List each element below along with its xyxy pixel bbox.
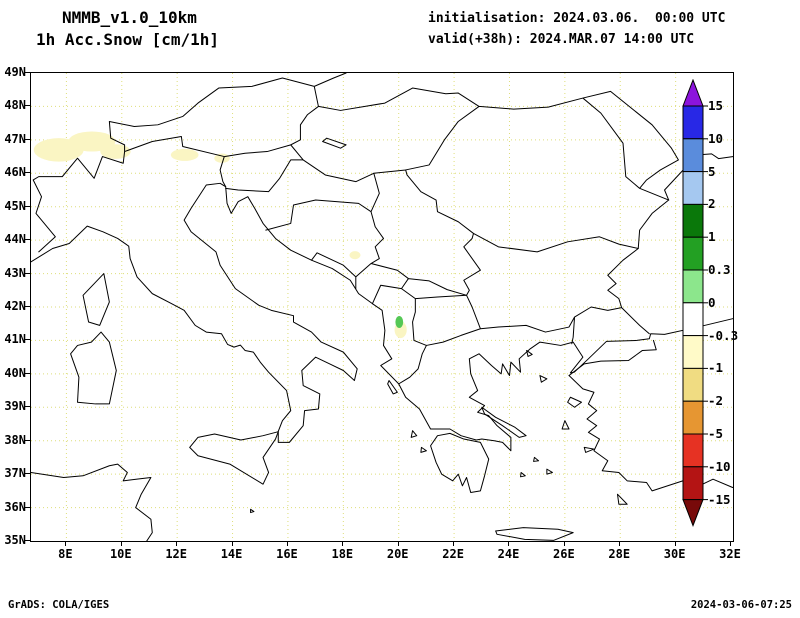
model-title: NMMB_v1.0_10km	[62, 8, 197, 27]
colorbar-label: -1	[708, 360, 724, 376]
lat-tick-mark	[25, 172, 30, 174]
render-timestamp: 2024-03-06-07:25	[690, 599, 792, 611]
lon-tick-mark	[65, 541, 67, 546]
lat-label: 41N	[4, 332, 26, 347]
lon-label: 22E	[442, 547, 464, 561]
lat-tick-mark	[25, 205, 30, 207]
colorbar-label: -10	[708, 458, 731, 474]
lat-tick-mark	[25, 306, 30, 307]
lon-tick-mark	[563, 541, 565, 546]
snow-spot	[395, 316, 404, 329]
colorbar-top-arrow	[682, 79, 704, 107]
colorbar-segment	[682, 138, 704, 173]
lat-tick-mark	[25, 473, 30, 475]
colorbar-label: -15	[708, 491, 731, 507]
colorbar-segment	[682, 433, 704, 468]
lon-label: 14E	[220, 547, 243, 561]
lat-tick-mark	[25, 105, 30, 107]
colorbar-label: -2	[708, 392, 724, 408]
lon-tick-mark	[286, 541, 288, 546]
lon-label: 8E	[58, 547, 73, 561]
lat-label: 44N	[4, 232, 26, 247]
lat-label: 47N	[4, 131, 26, 146]
lat-tick-mark	[25, 272, 30, 274]
lon-tick-mark	[730, 541, 732, 546]
lat-tick-mark	[25, 540, 30, 541]
lon-tick-mark	[176, 541, 178, 546]
colorbar-segment	[682, 335, 704, 369]
colorbar-label: -5	[708, 425, 724, 441]
lat-tick-mark	[25, 506, 30, 508]
colorbar-label: 0.3	[708, 261, 731, 277]
grads-attribution: GrADS: COLA/IGES	[8, 599, 110, 611]
lat-label: 38N	[4, 432, 26, 447]
grid-lines	[31, 73, 733, 541]
colorbar-label: 1	[708, 228, 716, 244]
init-time: initialisation: 2024.03.06. 00:00 UTC	[428, 11, 726, 26]
colorbar-label: 5	[708, 163, 716, 179]
colorbar-label: 15	[708, 97, 724, 113]
lon-label: 20E	[386, 547, 409, 561]
colorbar-segment	[682, 466, 704, 501]
lon-label: 26E	[553, 547, 575, 561]
map-plot	[30, 72, 734, 542]
lon-label: 28E	[608, 547, 631, 561]
lon-label: 12E	[165, 547, 187, 561]
lon-tick-mark	[674, 541, 676, 546]
lat-label: 40N	[4, 365, 26, 380]
snow-accumulation-overlay	[33, 131, 407, 339]
lat-label: 35N	[4, 533, 26, 547]
lon-tick-mark	[342, 541, 344, 546]
lat-label: 45N	[4, 198, 26, 213]
lat-label: 37N	[4, 466, 26, 481]
lon-label: 30E	[663, 547, 686, 561]
lon-tick-mark	[453, 541, 455, 546]
lat-label: 42N	[4, 299, 26, 313]
lat-label: 36N	[4, 499, 26, 514]
lat-tick-mark	[25, 439, 30, 441]
lat-label: 48N	[4, 98, 26, 113]
lon-label: 16E	[276, 547, 298, 561]
lat-tick-mark	[25, 239, 30, 241]
colorbar-segment	[682, 171, 704, 205]
lat-label: 46N	[4, 165, 26, 180]
colorbar-segment	[682, 400, 704, 435]
lon-tick-mark	[120, 541, 122, 546]
lat-tick-mark	[25, 339, 30, 341]
colorbar-scale	[682, 79, 708, 527]
lon-label: 10E	[109, 547, 132, 561]
colorbar-segment	[682, 367, 704, 402]
lon-label: 18E	[331, 547, 354, 561]
colorbar-segment	[682, 236, 704, 271]
colorbar-label: 2	[708, 196, 716, 212]
colorbar-label: -0.3	[708, 327, 739, 343]
colorbar-segment	[682, 302, 704, 337]
lon-tick-mark	[231, 541, 233, 546]
lon-label: 24E	[497, 547, 520, 561]
lon-tick-mark	[508, 541, 510, 546]
lat-tick-mark	[25, 72, 30, 73]
lat-label: 39N	[4, 399, 26, 414]
lon-tick-mark	[619, 541, 621, 546]
lat-label: 43N	[4, 265, 26, 280]
map-svg	[31, 73, 733, 541]
lat-tick-mark	[25, 372, 30, 374]
lon-label: 32E	[719, 547, 741, 561]
lon-tick-mark	[397, 541, 399, 546]
valid-time: valid(+38h): 2024.MAR.07 14:00 UTC	[428, 32, 695, 47]
colorbar-segment	[682, 269, 704, 304]
colorbar-bottom-arrow	[682, 499, 704, 527]
colorbar-label: 10	[708, 130, 724, 146]
lat-tick-mark	[25, 138, 30, 140]
colorbar-segment	[682, 105, 704, 140]
lat-label: 49N	[4, 65, 26, 79]
colorbar-segment	[682, 203, 704, 238]
colorbar-label: 0	[708, 294, 716, 310]
lat-tick-mark	[25, 406, 30, 408]
variable-title: 1h Acc.Snow [cm/1h]	[36, 30, 220, 49]
